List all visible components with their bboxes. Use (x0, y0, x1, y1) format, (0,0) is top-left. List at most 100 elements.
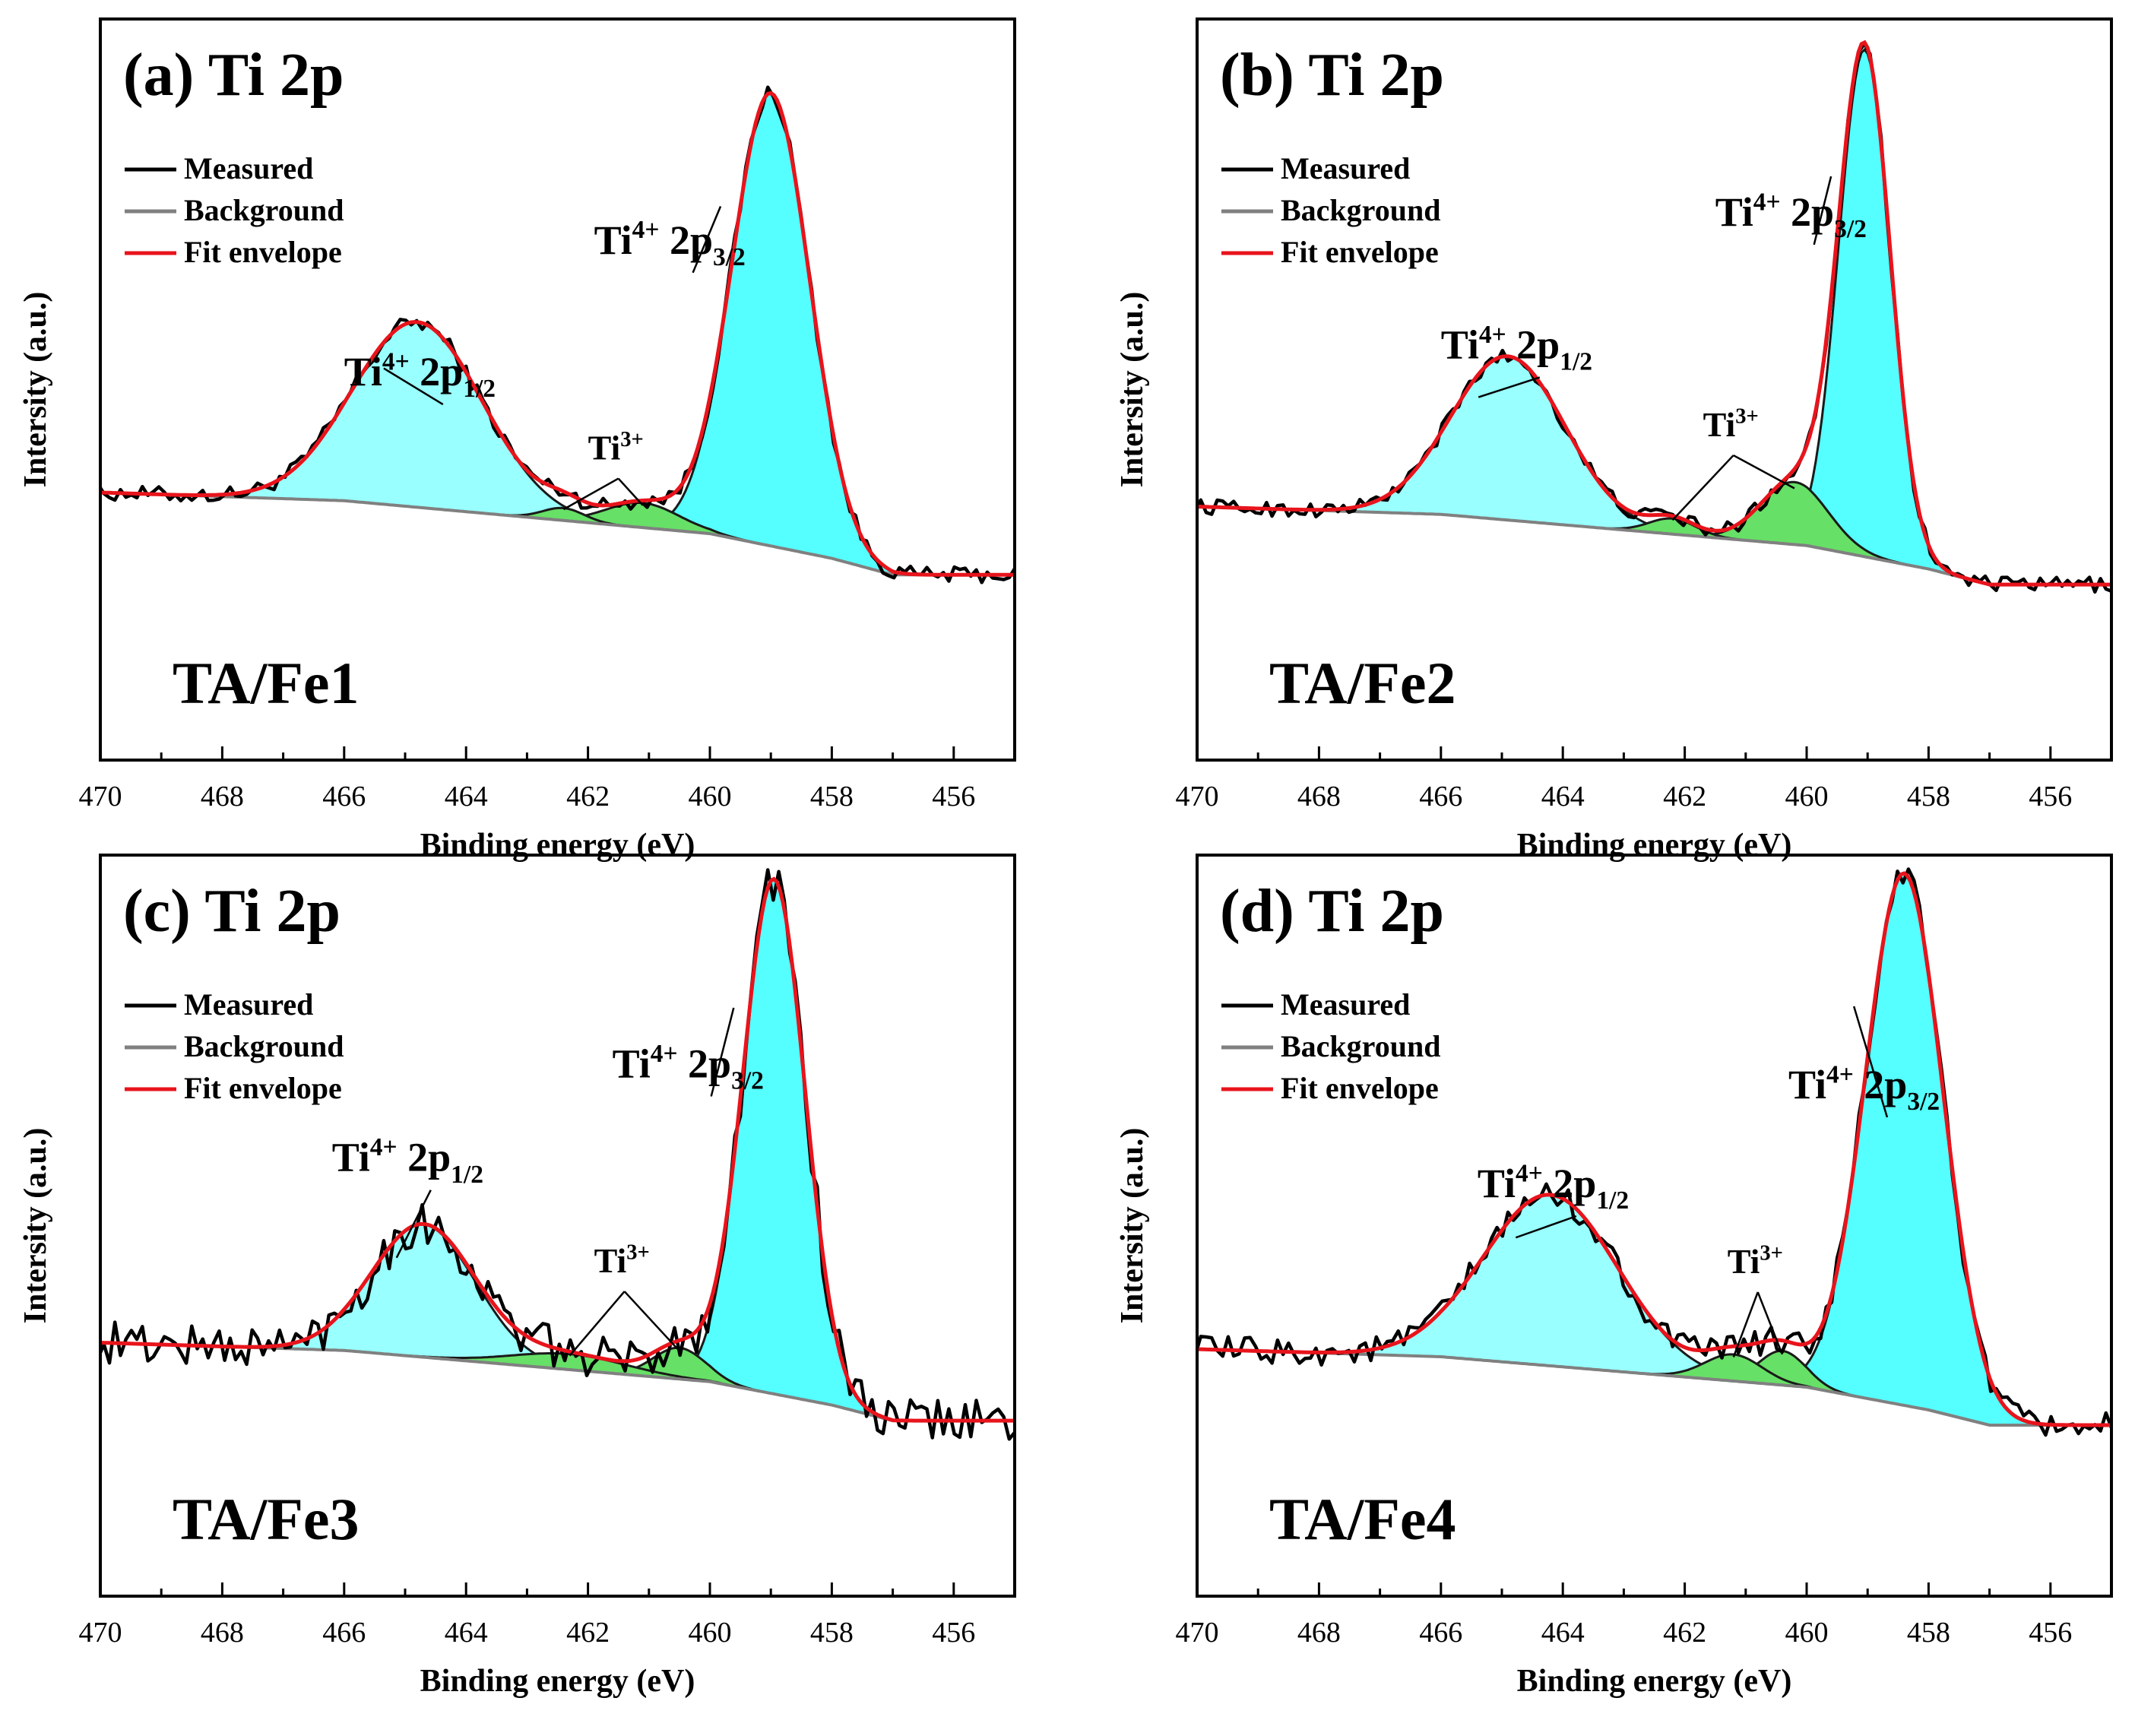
legend-entry: Fit envelope (184, 235, 342, 269)
peak-ti4-2p3-2-0 (615, 877, 933, 1422)
annotation-ti4-2p1-2: Ti4+ 2p1/2 (332, 1133, 483, 1189)
x-tick-label: 466 (322, 781, 366, 813)
annotation-ti4-2p3-2: Ti4+ 2p3/2 (594, 216, 746, 271)
legend-entry: Measured (184, 151, 313, 185)
annotation-ti4-2p3-2: Ti4+ 2p3/2 (613, 1040, 764, 1095)
legend-entry: Background (1281, 193, 1440, 227)
x-tick-label: 458 (810, 781, 854, 813)
y-axis-label: Intersity (a.u.) (1115, 292, 1150, 488)
legend-entry: Fit envelope (184, 1071, 342, 1105)
fit-envelope-line (100, 90, 1015, 577)
annotation-leader (1756, 1291, 1784, 1355)
x-tick-label: 470 (79, 1617, 122, 1649)
annotation-ti3-: Ti3+ (588, 428, 644, 467)
fit-envelope-line (1197, 40, 2111, 587)
legend-entry: Measured (1281, 987, 1410, 1022)
x-tick-label: 460 (1785, 781, 1829, 813)
legend-entry: Background (184, 1029, 344, 1063)
background-line (1197, 505, 2111, 587)
y-axis-label: Intersity (a.u.) (1115, 1128, 1150, 1324)
panel-title: (d) Ti 2p (1220, 878, 1444, 945)
x-tick-label: 466 (322, 1617, 366, 1649)
peak-ti4-2p1-2-1 (1215, 355, 1801, 546)
annotation-leader (569, 1291, 626, 1357)
y-axis-label: Intersity (a.u.) (18, 1128, 53, 1324)
fit-envelope-line (1197, 871, 2111, 1427)
plot-frame (1196, 854, 2113, 1598)
x-tick-label: 462 (1663, 1617, 1706, 1649)
x-tick-label: 468 (1297, 1617, 1341, 1649)
legend-entry: Background (184, 193, 344, 227)
sample-label: TA/Fe4 (1269, 1486, 1456, 1552)
x-tick-label: 458 (810, 1617, 854, 1649)
x-tick-label: 456 (2029, 781, 2072, 813)
y-axis-label: Intersity (a.u.) (18, 292, 53, 488)
x-tick-label: 464 (1541, 1617, 1585, 1649)
x-tick-label: 458 (1907, 781, 1950, 813)
legend-entry: Fit envelope (1281, 1071, 1439, 1105)
legend-entry: Fit envelope (1281, 235, 1439, 269)
legend-entry: Measured (184, 987, 313, 1022)
annotation-leader (1813, 176, 1832, 246)
x-axis-label: Binding energy (eV) (420, 828, 695, 863)
x-tick-label: 456 (932, 781, 975, 813)
x-axis-label: Binding energy (eV) (420, 1664, 695, 1699)
sample-label: TA/Fe1 (173, 650, 360, 716)
x-tick-label: 464 (1541, 781, 1585, 813)
fit-envelope-line (100, 876, 1015, 1423)
panel-title: (c) Ti 2p (123, 878, 341, 945)
x-tick-label: 460 (689, 1617, 732, 1649)
x-tick-label: 460 (689, 781, 732, 813)
x-tick-label: 464 (445, 1617, 488, 1649)
x-tick-label: 468 (1297, 781, 1341, 813)
annotation-ti3-: Ti3+ (1728, 1242, 1783, 1281)
annotation-leader (383, 367, 444, 406)
annotation-leader (562, 477, 619, 511)
annotation-leader (1671, 455, 1734, 521)
annotation-leader (617, 477, 644, 506)
annotation-ti3-: Ti3+ (594, 1241, 650, 1280)
x-tick-label: 470 (1176, 781, 1219, 813)
annotation-leader (710, 1007, 735, 1097)
x-tick-label: 462 (566, 781, 610, 813)
annotation-ti3-: Ti3+ (1703, 405, 1759, 444)
x-tick-label: 458 (1907, 1617, 1950, 1649)
panel-title: (a) Ti 2p (123, 42, 344, 109)
annotation-leader (1515, 1215, 1577, 1239)
x-axis-label: Binding energy (eV) (1517, 1664, 1792, 1699)
x-tick-label: 460 (1785, 1617, 1829, 1649)
plot-frame (99, 17, 1016, 762)
x-tick-label: 470 (79, 781, 122, 813)
annotation-leader (1478, 376, 1541, 398)
annotation-leader (1852, 1006, 1889, 1118)
panel-b: 470 468 466 464 462 460 458 456 Binding energy (… (1115, 17, 2113, 863)
panel-title: (b) Ti 2p (1220, 42, 1444, 109)
x-tick-label: 466 (1419, 781, 1462, 813)
panel-d: 470 468 466 464 462 460 458 456 Binding energy (… (1115, 854, 2113, 1699)
x-axis-label: Binding energy (eV) (1517, 828, 1792, 863)
x-tick-label: 464 (445, 781, 488, 813)
annotation-leader (1733, 454, 1795, 489)
legend-entry: Measured (1281, 151, 1410, 185)
x-tick-label: 462 (566, 1617, 610, 1649)
x-tick-label: 468 (201, 781, 244, 813)
legend-entry: Background (1281, 1029, 1440, 1063)
measured-line (100, 868, 1015, 1441)
annotation-leader (395, 1190, 432, 1259)
sample-label: TA/Fe3 (173, 1486, 360, 1552)
panel-c: 470 468 466 464 462 460 458 456 Binding energy (… (18, 854, 1016, 1699)
plot-frame (99, 854, 1016, 1598)
plot-frame (1196, 17, 2113, 762)
x-tick-label: 468 (201, 1617, 244, 1649)
annotation-leader (623, 1291, 680, 1352)
annotation-leader (1732, 1291, 1759, 1357)
x-tick-label: 466 (1419, 1617, 1462, 1649)
x-tick-label: 470 (1176, 1617, 1219, 1649)
x-tick-label: 456 (932, 1617, 975, 1649)
background-line (100, 490, 1015, 577)
sample-label: TA/Fe2 (1269, 650, 1456, 716)
panel-a: 470 468 466 464 462 460 458 456 Binding energy (… (18, 17, 1016, 863)
x-tick-label: 462 (1663, 781, 1706, 813)
annotation-leader (692, 205, 722, 274)
